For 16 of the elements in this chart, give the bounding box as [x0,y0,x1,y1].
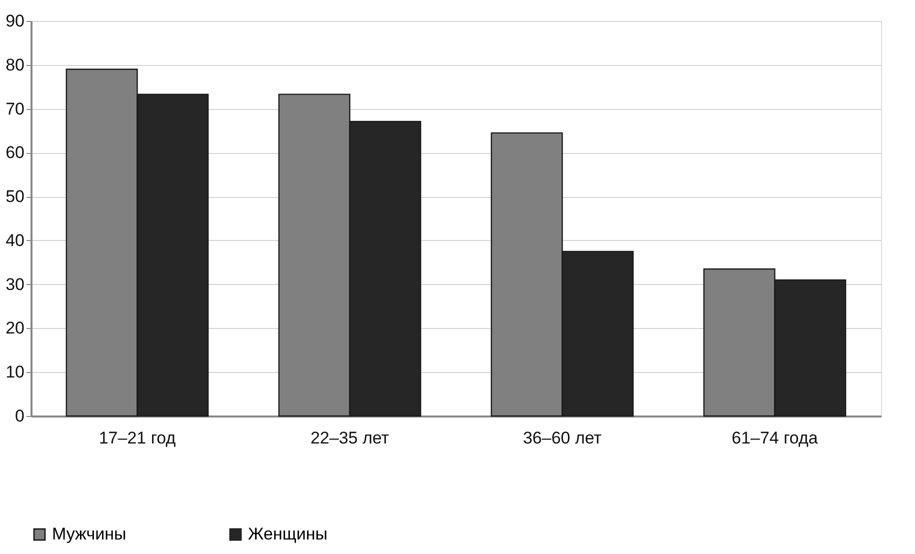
y-tick-label: 60 [6,143,24,162]
y-tick-label: 0 [15,406,24,426]
y-tick-label: 30 [6,274,24,294]
x-tick-label: 36–60 лет [522,428,602,448]
y-tick-label: 10 [6,362,24,382]
y-tick-label: 50 [6,187,24,206]
x-tick-label: 61–74 года [732,428,818,448]
legend-label: Женщины [248,524,328,544]
y-tick-label: 20 [6,318,24,338]
y-tick-label: 80 [6,55,24,74]
y-tick-label: 40 [6,230,24,250]
x-tick-label: 22–35 лет [310,428,390,448]
legend-label: Мужчины [52,524,126,544]
y-tick-label: 90 [6,12,24,30]
y-tick-label: 70 [6,99,24,118]
x-tick-label: 17–21 год [98,428,176,448]
